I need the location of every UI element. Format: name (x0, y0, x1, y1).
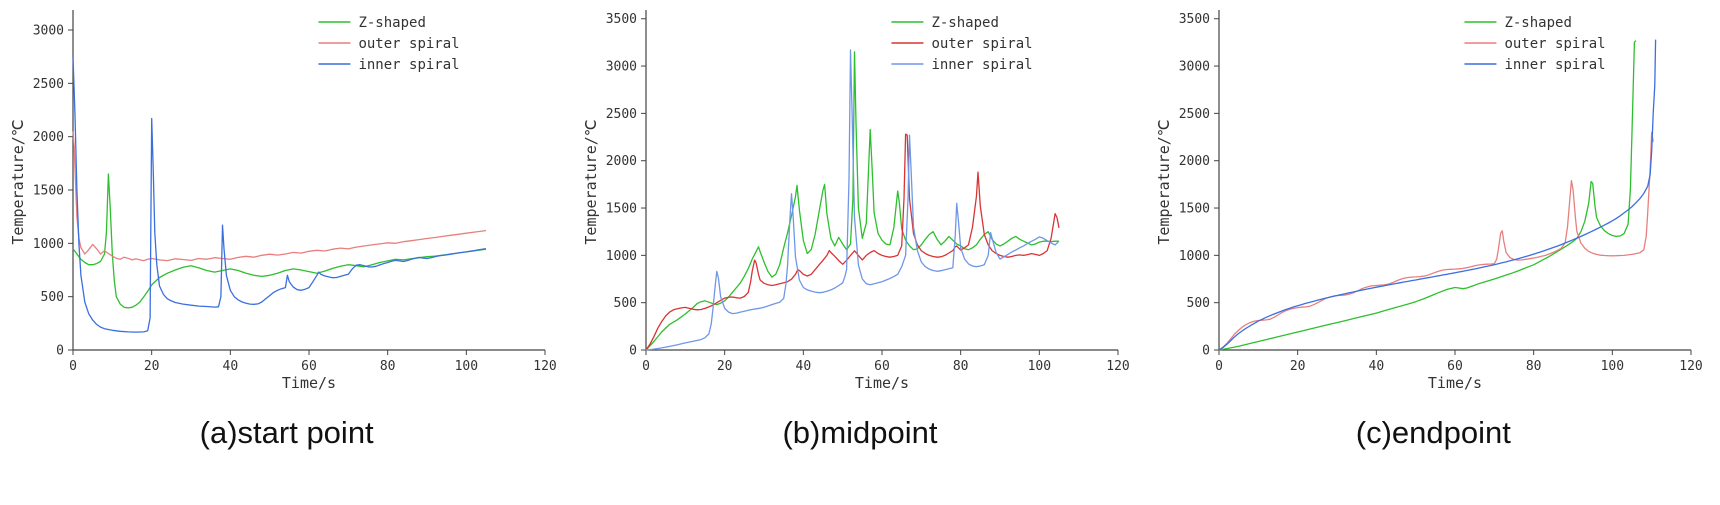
svg-text:Z-shaped: Z-shaped (1505, 15, 1572, 31)
svg-text:100: 100 (454, 359, 477, 374)
svg-text:100: 100 (1601, 359, 1624, 374)
svg-text:2500: 2500 (606, 107, 637, 122)
svg-text:0: 0 (56, 344, 64, 359)
svg-text:60: 60 (874, 359, 890, 374)
svg-text:2000: 2000 (32, 130, 63, 145)
svg-text:3000: 3000 (1179, 60, 1210, 75)
svg-text:20: 20 (1290, 359, 1306, 374)
svg-text:Z-shaped: Z-shaped (931, 15, 998, 31)
svg-text:Z-shaped: Z-shaped (358, 15, 425, 31)
svg-text:40: 40 (1369, 359, 1385, 374)
svg-text:Temperature/℃: Temperature/℃ (582, 119, 600, 244)
caption-a: (a)start point (199, 415, 374, 450)
svg-text:0: 0 (69, 359, 77, 374)
svg-text:1000: 1000 (606, 249, 637, 264)
svg-text:outer spiral: outer spiral (358, 36, 459, 52)
svg-text:3500: 3500 (606, 12, 637, 27)
svg-text:80: 80 (1526, 359, 1542, 374)
chart-b-midpoint: 0 20 40 60 80 100 120 0 500 1000 1500 2000 2500 3000 3… (582, 10, 1130, 392)
svg-text:1000: 1000 (32, 237, 63, 252)
svg-text:inner spiral: inner spiral (1505, 57, 1606, 73)
svg-text:1500: 1500 (32, 184, 63, 199)
chart-panel-a: 0 20 40 60 80 100 120 0 500 1000 1500 2000 2500 3000 T… (0, 0, 573, 505)
svg-text:outer spiral: outer spiral (1505, 36, 1606, 52)
svg-text:0: 0 (642, 359, 650, 374)
svg-text:2000: 2000 (1179, 154, 1210, 169)
svg-text:120: 120 (1680, 359, 1703, 374)
svg-text:120: 120 (1106, 359, 1129, 374)
svg-text:80: 80 (953, 359, 969, 374)
svg-text:500: 500 (1187, 296, 1210, 311)
svg-text:Time/s: Time/s (855, 374, 909, 392)
svg-text:20: 20 (143, 359, 159, 374)
svg-text:2500: 2500 (32, 77, 63, 92)
svg-text:outer spiral: outer spiral (931, 36, 1032, 52)
svg-text:1500: 1500 (1179, 202, 1210, 217)
svg-text:3000: 3000 (32, 24, 63, 39)
svg-text:1500: 1500 (606, 202, 637, 217)
svg-text:500: 500 (614, 296, 637, 311)
svg-text:0: 0 (629, 344, 637, 359)
svg-text:40: 40 (795, 359, 811, 374)
svg-text:80: 80 (379, 359, 395, 374)
svg-text:Time/s: Time/s (1428, 374, 1482, 392)
svg-text:Temperature/℃: Temperature/℃ (1155, 119, 1173, 244)
svg-text:1000: 1000 (1179, 249, 1210, 264)
svg-text:60: 60 (301, 359, 317, 374)
svg-text:inner spiral: inner spiral (931, 57, 1032, 73)
svg-text:3000: 3000 (606, 60, 637, 75)
chart-a-start-point: 0 20 40 60 80 100 120 0 500 1000 1500 2000 2500 3000 T… (9, 10, 556, 392)
svg-text:2500: 2500 (1179, 107, 1210, 122)
svg-text:0: 0 (1202, 344, 1210, 359)
svg-text:60: 60 (1447, 359, 1463, 374)
chart-panel-c: 0 20 40 60 80 100 120 0 500 1000 1500 2000 2500 3000 3… (1147, 0, 1720, 505)
svg-text:0: 0 (1215, 359, 1223, 374)
svg-text:inner spiral: inner spiral (358, 57, 459, 73)
caption-c: (c)endpoint (1355, 415, 1511, 450)
caption-b: (b)midpoint (782, 415, 938, 450)
svg-text:3500: 3500 (1179, 12, 1210, 27)
svg-text:Time/s: Time/s (282, 374, 336, 392)
chart-panel-b: 0 20 40 60 80 100 120 0 500 1000 1500 2000 2500 3000 3… (573, 0, 1146, 505)
svg-text:120: 120 (533, 359, 556, 374)
svg-text:500: 500 (40, 290, 63, 305)
svg-text:2000: 2000 (606, 154, 637, 169)
svg-text:Temperature/℃: Temperature/℃ (9, 119, 27, 244)
svg-text:40: 40 (222, 359, 238, 374)
svg-text:100: 100 (1028, 359, 1051, 374)
svg-text:20: 20 (717, 359, 733, 374)
chart-c-endpoint: 0 20 40 60 80 100 120 0 500 1000 1500 2000 2500 3000 3… (1155, 10, 1703, 392)
